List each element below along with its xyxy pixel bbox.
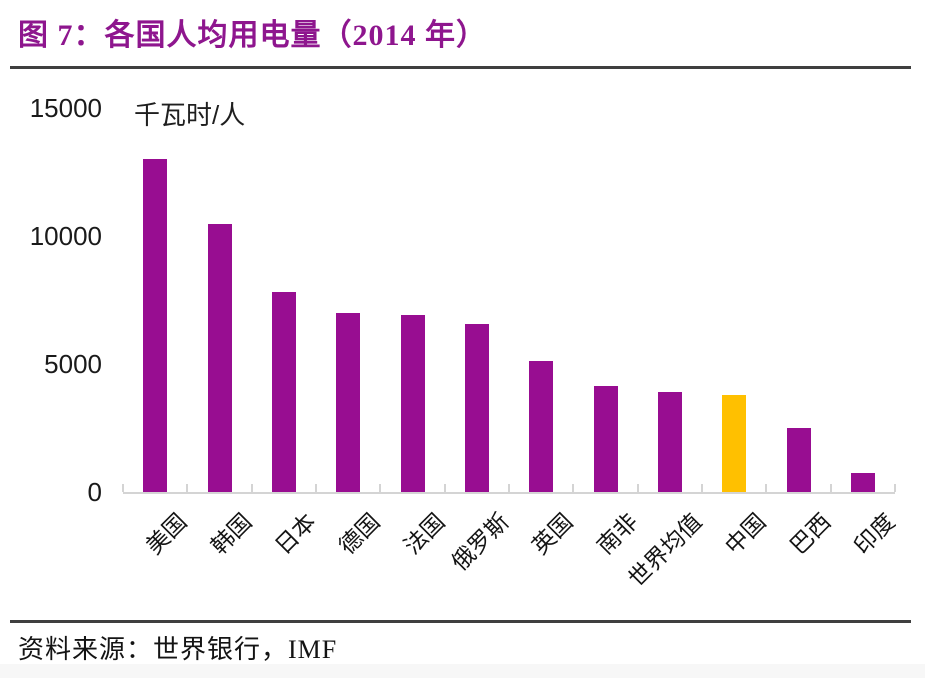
y-axis-tick-label: 10000 — [29, 221, 102, 251]
page-title: 图 7：各国人均用电量（2014 年） — [18, 19, 487, 52]
x-axis-label: 德国 — [334, 508, 385, 560]
bar-俄罗斯 — [464, 324, 489, 492]
x-axis-label: 巴西 — [784, 508, 836, 560]
x-axis-label: 英国 — [527, 508, 578, 560]
x-axis-tick-mark — [894, 484, 896, 492]
x-axis-tick-mark — [122, 484, 124, 492]
x-axis-label: 日本 — [270, 508, 321, 560]
x-axis-tick-mark — [186, 484, 189, 492]
x-axis-label: 印度 — [849, 508, 900, 560]
x-axis-tick-mark — [508, 484, 510, 492]
bar-南非 — [593, 385, 618, 492]
x-axis-tick-mark — [701, 484, 703, 492]
bar-印度 — [850, 472, 875, 492]
x-axis-label: 美国 — [141, 508, 192, 560]
x-axis-tick-mark — [379, 484, 382, 492]
x-axis-tick-mark — [250, 484, 253, 492]
bar-巴西 — [786, 428, 811, 492]
y-axis-tick-label: 15000 — [29, 93, 102, 123]
x-axis-tick-mark — [315, 484, 317, 492]
x-axis-tick-mark — [572, 484, 575, 492]
bar-德国 — [336, 312, 361, 492]
bar-法国 — [400, 315, 425, 492]
bottom-divider — [10, 620, 911, 623]
top-divider — [10, 66, 911, 69]
x-axis-line — [123, 492, 895, 494]
x-axis-tick-mark — [443, 484, 446, 492]
bar-日本 — [271, 292, 296, 492]
y-axis-tick-label: 5000 — [44, 349, 102, 379]
bar-中国 — [722, 394, 747, 492]
x-axis-tick-mark — [636, 484, 639, 492]
y-axis-tick-label: 0 — [87, 477, 102, 507]
bar-韩国 — [207, 224, 232, 492]
x-axis-tick-mark — [765, 484, 768, 492]
y-axis-unit-label: 千瓦时/人 — [134, 100, 246, 130]
x-axis-label: 中国 — [720, 508, 771, 560]
bar-美国 — [143, 159, 168, 492]
bar-英国 — [529, 361, 554, 492]
source-text: 资料来源：世界银行，IMF — [18, 635, 338, 664]
plot-area: 美国 韩国 日本 德国 法国 俄罗斯 英国 南非 世界均值 中国 巴西 印度 — [122, 108, 899, 592]
x-axis-label: 俄罗斯 — [447, 508, 514, 576]
x-axis-label: 韩国 — [205, 508, 257, 560]
bottom-strip — [0, 664, 925, 678]
bar-世界均值 — [657, 392, 682, 492]
x-axis-tick-mark — [829, 484, 832, 492]
